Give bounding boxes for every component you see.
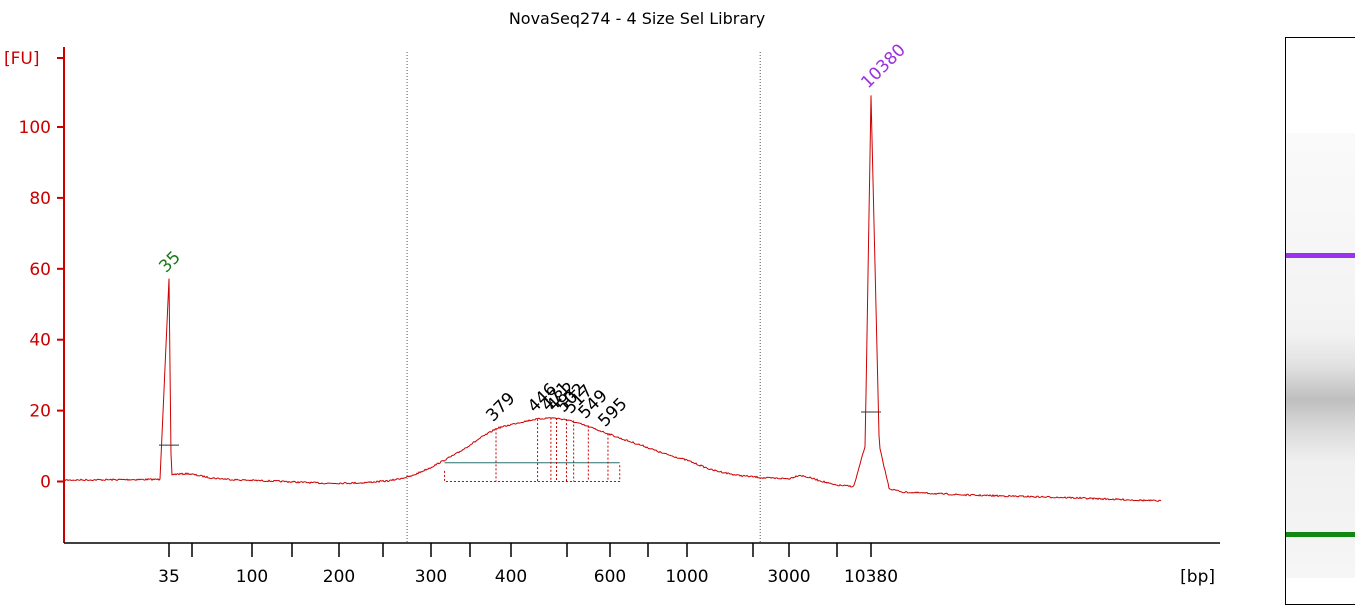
y-tick-label: 40 <box>29 331 51 351</box>
y-tick-label: 80 <box>29 189 51 209</box>
y-tick-label: 0 <box>40 473 51 493</box>
gel-lane <box>1285 37 1355 605</box>
gel-smear <box>1286 133 1355 578</box>
x-axis-label: [bp] <box>1180 567 1215 587</box>
peak-label: 35 <box>155 248 184 277</box>
lower-marker-band <box>1286 532 1355 537</box>
upper-marker-band <box>1286 253 1355 258</box>
x-tick-label: 1000 <box>665 567 708 587</box>
y-axis: 0 20 40 60 80 100 [FU] <box>4 47 65 543</box>
x-tick-label: 400 <box>495 567 527 587</box>
x-tick-label: 35 <box>158 567 180 587</box>
electropherogram-chart: NovaSeq274 - 4 Size Sel Library 0 20 40 60 8… <box>4 9 1220 587</box>
signal-trace <box>63 95 1162 502</box>
x-tick-label: 100 <box>236 567 268 587</box>
x-axis: 35 100 200 300 400 600 1000 3000 10380 [bp] <box>64 542 1220 587</box>
chart-title: NovaSeq274 - 4 Size Sel Library <box>509 9 765 28</box>
y-tick-label: 60 <box>29 260 51 280</box>
x-tick-label: 3000 <box>767 567 810 587</box>
peak-label: 10380 <box>857 40 909 92</box>
x-tick-label: 300 <box>415 567 447 587</box>
peak-label: 379 <box>482 389 519 426</box>
y-tick-label: 100 <box>19 118 51 138</box>
x-tick-label: 200 <box>323 567 355 587</box>
x-tick-label: 10380 <box>844 567 898 587</box>
y-tick-label: 20 <box>29 402 51 422</box>
x-tick-label: 600 <box>594 567 626 587</box>
y-axis-label: [FU] <box>4 49 40 69</box>
smear-baseline <box>444 463 621 482</box>
